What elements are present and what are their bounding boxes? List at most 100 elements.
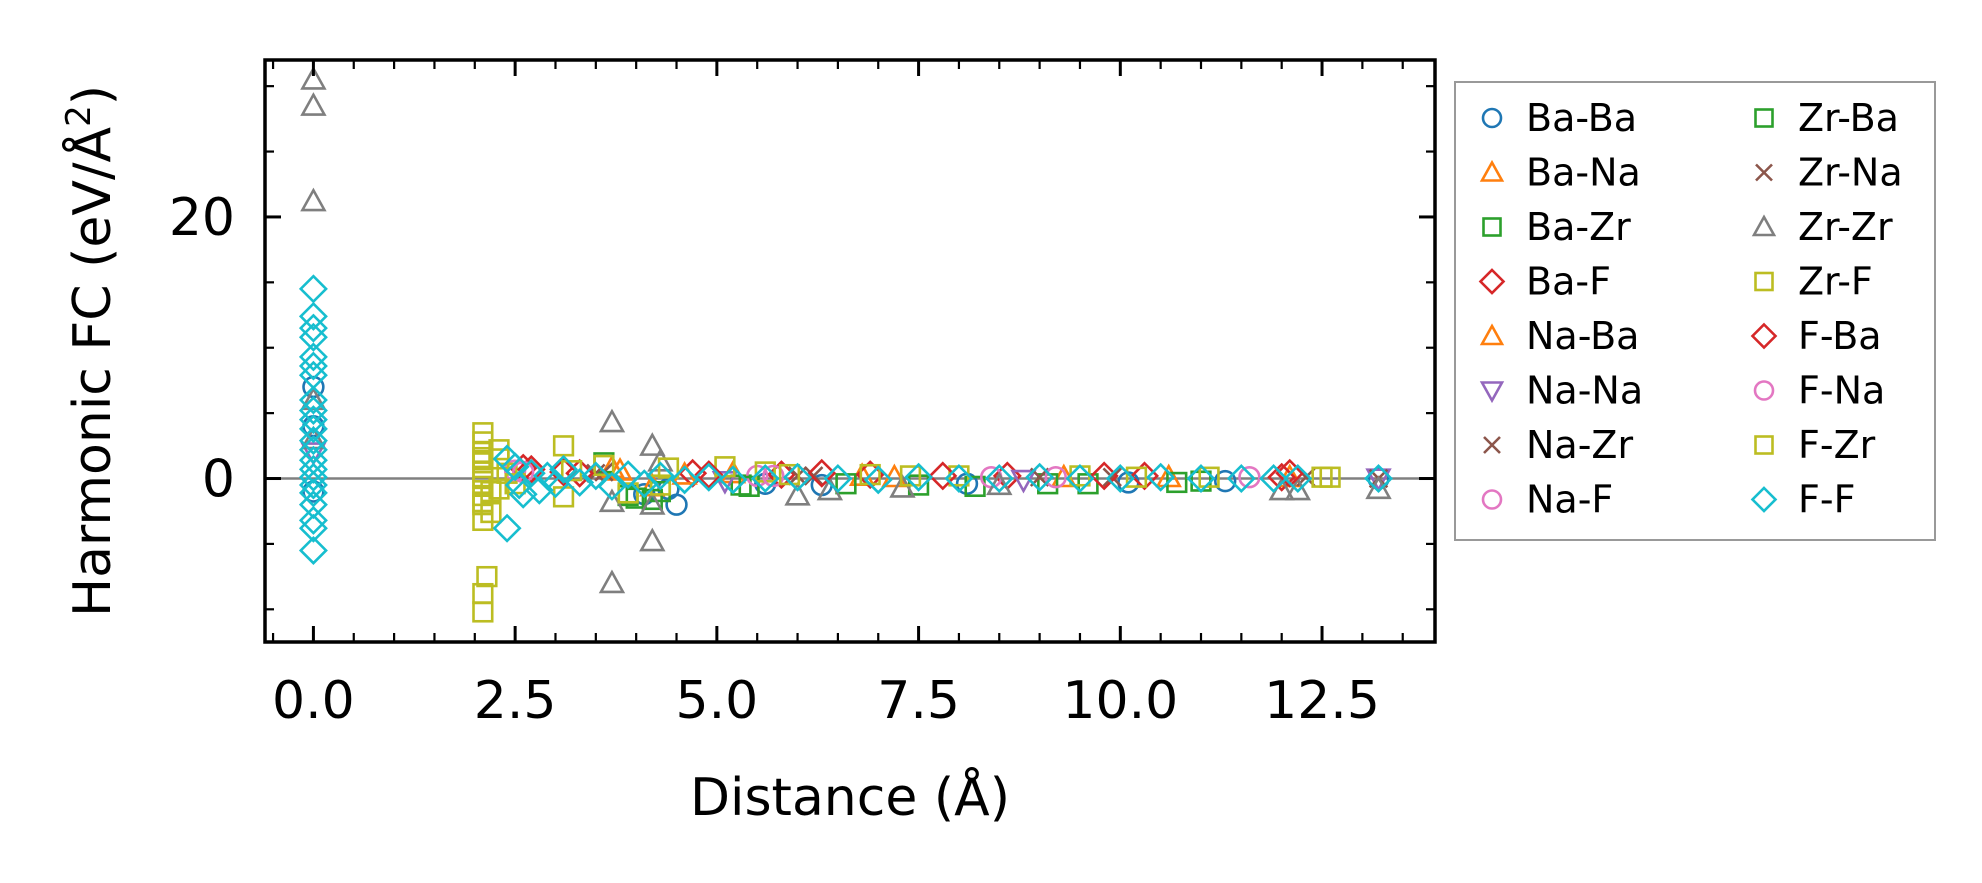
data-point bbox=[1146, 462, 1176, 492]
data-point bbox=[1102, 467, 1122, 487]
legend: Ba-Ba Ba-Na Ba-Zr Ba-F Na-Ba Na-Na Na-Zr Na-F Zr… bbox=[1478, 96, 1903, 522]
data-point bbox=[298, 505, 328, 535]
data-point bbox=[784, 481, 811, 506]
legend-marker bbox=[1479, 159, 1505, 182]
plot-frame bbox=[263, 58, 1437, 644]
legend-label: Na-F bbox=[1526, 478, 1613, 522]
data-point bbox=[298, 513, 328, 543]
legend-item-ba-f: Ba-F bbox=[1478, 260, 1611, 304]
data-point bbox=[1284, 476, 1312, 501]
data-point bbox=[645, 461, 675, 491]
x-tick-label: 5.0 bbox=[676, 671, 759, 731]
data-point bbox=[472, 601, 494, 623]
y-tick-label: 0 bbox=[202, 450, 235, 510]
data-point bbox=[778, 463, 801, 486]
x-tick-label: 0.0 bbox=[272, 671, 355, 731]
data-point bbox=[298, 462, 328, 492]
data-point bbox=[1226, 464, 1256, 494]
legend-marker bbox=[1753, 380, 1775, 401]
y-tick-label: 20 bbox=[169, 188, 235, 248]
legend-item-zr-zr: Zr-Zr bbox=[1751, 205, 1893, 249]
data-point bbox=[298, 385, 328, 415]
legend-marker bbox=[1479, 381, 1505, 404]
data-point bbox=[944, 464, 974, 494]
data-point bbox=[1089, 461, 1119, 491]
data-point bbox=[298, 478, 328, 508]
data-point bbox=[597, 471, 627, 501]
legend-marker bbox=[1750, 322, 1778, 350]
data-point bbox=[581, 461, 611, 491]
legend-label: F-Na bbox=[1798, 369, 1885, 413]
data-points bbox=[298, 65, 1394, 623]
x-tick-label: 10.0 bbox=[1062, 671, 1178, 731]
legend-marker bbox=[1750, 486, 1778, 513]
x-tick-label: 12.5 bbox=[1264, 671, 1380, 731]
data-point bbox=[508, 479, 538, 509]
series-f-f bbox=[298, 274, 1394, 565]
data-point bbox=[694, 460, 724, 490]
data-point bbox=[984, 464, 1014, 494]
x-tick-label: 2.5 bbox=[474, 671, 557, 731]
data-point bbox=[476, 565, 498, 588]
data-point bbox=[823, 464, 853, 494]
legend-label: F-Ba bbox=[1798, 314, 1882, 358]
legend-item-zr-f: Zr-F bbox=[1754, 260, 1873, 304]
data-point bbox=[1214, 469, 1237, 493]
legend-label: F-Zr bbox=[1798, 423, 1876, 467]
data-point bbox=[565, 458, 595, 488]
data-point bbox=[480, 501, 502, 524]
data-point bbox=[298, 414, 328, 444]
y-axis-label-sup: 2 bbox=[59, 105, 99, 127]
data-point bbox=[298, 426, 328, 456]
legend-label: Na-Ba bbox=[1526, 314, 1639, 358]
data-point bbox=[750, 464, 780, 494]
legend-label: Zr-F bbox=[1798, 260, 1873, 304]
data-point bbox=[1125, 466, 1148, 488]
data-point bbox=[598, 569, 626, 594]
y-axis-label-prefix: Harmonic FC (eV/Å bbox=[61, 126, 123, 617]
data-point bbox=[298, 405, 328, 435]
data-point bbox=[298, 274, 328, 304]
legend-label: Na-Zr bbox=[1526, 423, 1633, 467]
legend-item-na-f: Na-F bbox=[1481, 478, 1613, 522]
data-point bbox=[754, 472, 777, 495]
data-point bbox=[889, 473, 916, 498]
data-point bbox=[762, 464, 785, 488]
data-point bbox=[1105, 464, 1135, 494]
legend-item-f-f: F-F bbox=[1750, 478, 1855, 522]
legend-item-ba-zr: Ba-Zr bbox=[1482, 205, 1631, 249]
legend-label: Zr-Na bbox=[1798, 151, 1903, 195]
data-point bbox=[639, 432, 666, 456]
data-point bbox=[298, 301, 328, 331]
legend-label: Na-Na bbox=[1526, 369, 1643, 413]
data-point bbox=[298, 435, 328, 465]
legend-label: Ba-F bbox=[1526, 260, 1611, 304]
data-point bbox=[803, 466, 824, 486]
data-point bbox=[766, 460, 796, 490]
data-point bbox=[1365, 468, 1392, 493]
legend-label: Ba-Ba bbox=[1526, 96, 1637, 140]
data-point bbox=[549, 454, 579, 484]
legend-marker bbox=[1482, 217, 1502, 237]
data-point bbox=[598, 408, 626, 433]
data-point bbox=[1044, 466, 1067, 489]
data-point bbox=[1283, 464, 1313, 494]
legend-marker bbox=[1478, 268, 1506, 295]
data-point bbox=[298, 342, 328, 372]
data-point bbox=[863, 465, 893, 495]
legend-item-na-na: Na-Na bbox=[1479, 369, 1643, 413]
data-point bbox=[298, 396, 328, 425]
x-tick-labels: 0.0 2.5 5.0 7.5 10.0 12.5 bbox=[272, 671, 1380, 731]
series-f-zr bbox=[472, 439, 1333, 524]
legend-label: F-F bbox=[1798, 478, 1855, 522]
data-point bbox=[899, 465, 922, 487]
data-point bbox=[298, 351, 328, 381]
data-point bbox=[649, 474, 672, 496]
legend-box bbox=[1454, 81, 1936, 541]
data-point bbox=[300, 92, 327, 116]
data-point bbox=[298, 313, 328, 343]
legend-label: Ba-Zr bbox=[1526, 205, 1631, 249]
y-axis-label-suffix: ) bbox=[63, 85, 123, 105]
legend-marker bbox=[1755, 163, 1773, 182]
